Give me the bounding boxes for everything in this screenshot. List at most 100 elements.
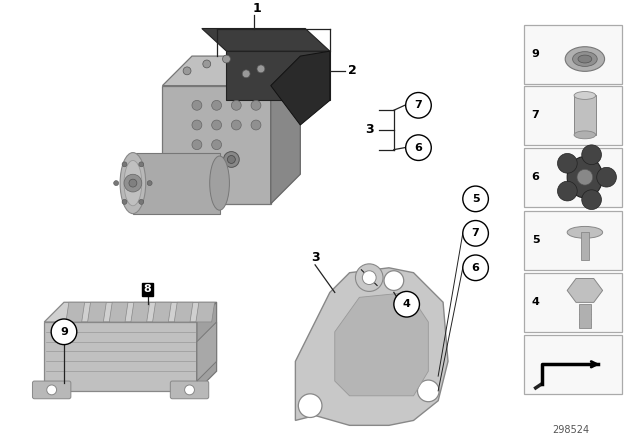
Circle shape [582,145,602,164]
Circle shape [183,67,191,75]
Circle shape [212,120,221,130]
Circle shape [114,181,118,185]
Bar [524,148,622,207]
Polygon shape [174,302,193,322]
Text: 8: 8 [144,284,152,294]
Circle shape [129,179,137,187]
Circle shape [139,162,144,167]
Polygon shape [271,56,300,204]
Ellipse shape [574,131,596,139]
Circle shape [355,264,383,292]
Bar [574,95,596,135]
Text: 3: 3 [311,251,319,264]
Circle shape [212,140,221,150]
Ellipse shape [578,55,592,63]
Circle shape [406,135,431,160]
Text: 3: 3 [365,124,374,137]
Ellipse shape [565,47,605,71]
Circle shape [463,255,488,280]
Bar [524,335,622,394]
Circle shape [242,70,250,78]
FancyBboxPatch shape [33,381,71,399]
Bar [524,211,622,270]
Circle shape [147,181,152,185]
Circle shape [463,186,488,211]
Bar [524,273,622,332]
Circle shape [557,154,577,173]
Text: 5: 5 [532,235,540,245]
Polygon shape [196,302,214,322]
Circle shape [122,162,127,167]
Text: 4: 4 [403,299,411,309]
Circle shape [184,385,195,395]
Circle shape [577,169,593,185]
Polygon shape [335,293,428,396]
Circle shape [251,100,261,110]
Circle shape [192,100,202,110]
Polygon shape [152,302,172,322]
Polygon shape [163,86,271,204]
Text: 7: 7 [472,228,479,238]
Polygon shape [197,322,216,381]
Polygon shape [197,302,216,391]
Polygon shape [271,51,330,125]
Ellipse shape [573,52,597,66]
Circle shape [257,65,265,73]
Bar [579,304,591,328]
Circle shape [192,140,202,150]
Polygon shape [44,302,216,322]
Circle shape [223,151,239,168]
Circle shape [232,120,241,130]
Polygon shape [163,56,300,86]
Ellipse shape [120,153,146,214]
Circle shape [124,174,142,192]
Bar [581,233,589,260]
Circle shape [362,271,376,284]
FancyBboxPatch shape [170,381,209,399]
Polygon shape [88,302,106,322]
Bar [133,153,220,214]
Ellipse shape [567,156,603,198]
Ellipse shape [567,226,603,238]
Circle shape [203,60,211,68]
Text: 9: 9 [532,49,540,59]
Polygon shape [296,268,448,425]
Circle shape [596,168,616,187]
Polygon shape [66,302,84,322]
Circle shape [406,92,431,118]
Circle shape [232,100,241,110]
Circle shape [51,319,77,345]
Circle shape [122,199,127,204]
Circle shape [417,380,439,402]
Text: 6: 6 [472,263,479,273]
Polygon shape [44,322,197,391]
Polygon shape [131,302,150,322]
Text: 7: 7 [415,100,422,110]
Bar [524,86,622,145]
Circle shape [227,155,236,164]
Circle shape [384,271,404,290]
Circle shape [223,55,230,63]
Circle shape [192,120,202,130]
Circle shape [251,120,261,130]
Polygon shape [202,29,330,51]
Text: 4: 4 [532,297,540,307]
Bar [524,25,622,84]
Circle shape [582,190,602,210]
Circle shape [394,292,419,317]
Text: 1: 1 [253,2,261,15]
Ellipse shape [124,160,142,206]
Circle shape [463,220,488,246]
Circle shape [298,394,322,418]
Circle shape [139,199,144,204]
Circle shape [47,385,56,395]
Text: 298524: 298524 [552,425,589,435]
Polygon shape [227,51,330,100]
Text: 2: 2 [348,65,356,78]
Text: 6: 6 [415,142,422,153]
Ellipse shape [210,156,229,210]
Circle shape [212,100,221,110]
Polygon shape [567,279,603,302]
Text: 9: 9 [60,327,68,337]
Text: 7: 7 [532,110,540,120]
